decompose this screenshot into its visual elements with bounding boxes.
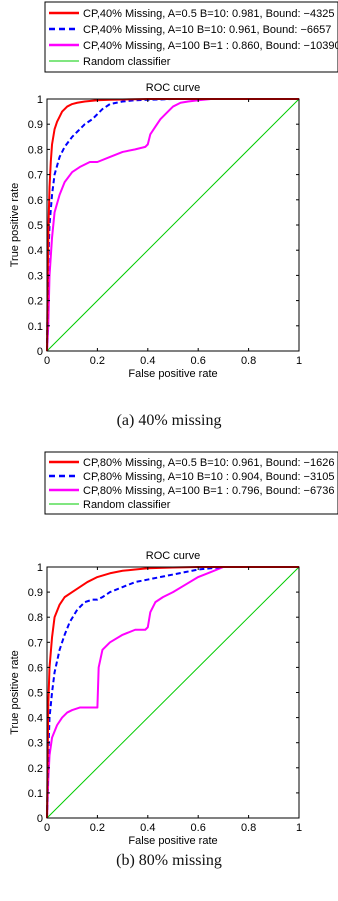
series-line (46, 566, 299, 819)
series-line (46, 98, 299, 352)
y-tick-label: 0.8 (28, 612, 43, 624)
legend-box (44, 451, 338, 515)
y-tick-label: 0.3 (28, 270, 43, 282)
y-tick-label: 1 (37, 94, 43, 106)
legend-entry: CP,80% Missing, A=10 B=10 : 0.904, Bound… (83, 471, 334, 483)
y-tick-label: 0.7 (28, 637, 43, 649)
y-tick-label: 0.3 (28, 738, 43, 750)
figure-caption: (a) 40% missing (116, 412, 222, 429)
x-tick-label: 0.8 (241, 822, 256, 834)
y-axis-label: True positive rate (9, 183, 21, 268)
x-tick-label: 0 (44, 822, 50, 834)
legend-box (44, 1, 338, 73)
y-tick-label: 0.4 (28, 713, 43, 725)
series-line (46, 566, 300, 819)
y-tick-label: 0.4 (28, 245, 43, 257)
x-tick-label: 0.6 (191, 822, 206, 834)
y-tick-label: 0.5 (28, 220, 43, 232)
legend: CP,40% Missing, A=0.5 B=10: 0.981, Bound… (44, 1, 338, 73)
series-line (46, 98, 299, 352)
x-tick-label: 0 (44, 355, 50, 367)
figure-caption: (b) 80% missing (116, 852, 222, 869)
y-tick-label: 0.1 (28, 321, 43, 333)
series-line (46, 566, 299, 819)
chart-title: ROC curve (146, 550, 200, 562)
roc-chart-40-missing: CP,40% Missing, A=0.5 B=10: 0.981, Bound… (9, 1, 338, 380)
legend-entry: CP,80% Missing, A=0.5 B=10: 0.961, Bound… (83, 457, 334, 469)
y-tick-label: 0.2 (28, 296, 43, 308)
plot-area (46, 566, 300, 819)
chart-title: ROC curve (146, 82, 200, 94)
x-tick-label: 1 (296, 822, 302, 834)
legend-entry: CP,40% Missing, A=100 B=1 : 0.860, Bound… (83, 40, 338, 52)
y-tick-label: 0.8 (28, 144, 43, 156)
legend-entry: CP,40% Missing, A=10 B=10: 0.961, Bound:… (83, 24, 331, 36)
y-tick-label: 0 (37, 346, 43, 358)
legend-entry: Random classifier (83, 56, 171, 68)
legend-entry: CP,40% Missing, A=0.5 B=10: 0.981, Bound… (83, 8, 334, 20)
x-axis-label: False positive rate (128, 835, 217, 847)
y-tick-label: 0.6 (28, 662, 43, 674)
x-axis-label: False positive rate (128, 368, 217, 380)
x-tick-label: 1 (296, 355, 302, 367)
y-axis-label: True positive rate (9, 650, 21, 735)
roc-chart-80-missing: CP,80% Missing, A=0.5 B=10: 0.961, Bound… (9, 451, 338, 847)
y-tick-label: 0.6 (28, 195, 43, 207)
x-tick-label: 0.6 (191, 355, 206, 367)
y-tick-label: 0 (37, 813, 43, 825)
legend-entry: CP,80% Missing, A=100 B=1 : 0.796, Bound… (83, 485, 334, 497)
y-tick-label: 0.7 (28, 170, 43, 182)
y-tick-label: 0.9 (28, 119, 43, 131)
x-tick-label: 0.8 (241, 355, 256, 367)
legend-entry: Random classifier (83, 499, 171, 511)
series-line (46, 98, 300, 352)
y-tick-label: 0.9 (28, 587, 43, 599)
x-tick-label: 0.2 (90, 355, 105, 367)
y-tick-label: 1 (37, 562, 43, 574)
y-tick-label: 0.1 (28, 788, 43, 800)
legend: CP,80% Missing, A=0.5 B=10: 0.961, Bound… (44, 451, 338, 515)
x-tick-label: 0.4 (140, 355, 155, 367)
roc-figure-40-missing: CP,40% Missing, A=0.5 B=10: 0.981, Bound… (0, 0, 338, 450)
plot-area (46, 98, 300, 352)
x-tick-label: 0.4 (140, 822, 155, 834)
roc-figure-80-missing: CP,80% Missing, A=0.5 B=10: 0.961, Bound… (0, 450, 338, 900)
x-tick-label: 0.2 (90, 822, 105, 834)
y-tick-label: 0.5 (28, 688, 43, 700)
y-tick-label: 0.2 (28, 763, 43, 775)
